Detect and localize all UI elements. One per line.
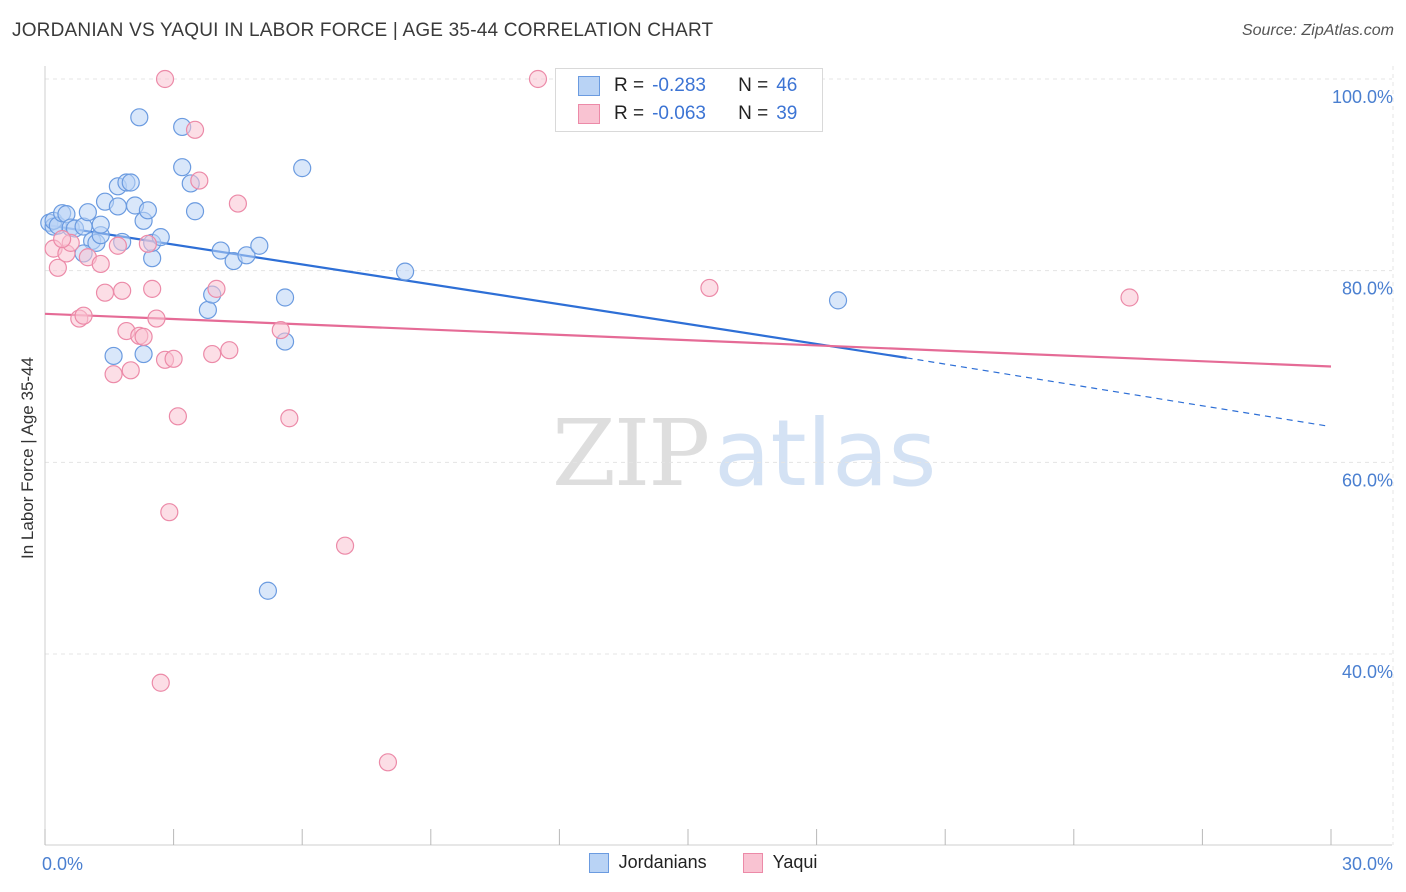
jordanian-point	[185, 202, 205, 221]
yaqui-point	[528, 69, 548, 89]
jordanians-legend-swatch	[588, 852, 609, 873]
legend-item-jordanians[interactable]: Jordanians	[588, 852, 707, 873]
yaqui-point	[203, 344, 222, 364]
jordanian-point	[104, 346, 123, 366]
legend-n-value: 46	[776, 75, 798, 96]
yaqui-point	[104, 365, 123, 384]
legend-n-label: N =	[738, 103, 769, 124]
trend-layer	[44, 223, 1332, 427]
yaqui-trend-line	[44, 312, 1332, 368]
yaqui-point	[185, 120, 205, 139]
jordanians-trend-extension	[906, 357, 1327, 427]
y-tick-label: 80.0%	[1342, 279, 1393, 299]
jordanian-point	[275, 288, 295, 307]
yaqui-point	[155, 69, 175, 89]
legend-label-jordanians: Jordanians	[618, 852, 707, 872]
yaqui-point	[91, 254, 110, 274]
chart-title: JORDANIAN VS YAQUI IN LABOR FORCE | AGE …	[12, 20, 714, 41]
legend-row-yaqui: R = -0.063 N = 39	[578, 100, 797, 128]
point-layer	[40, 69, 1139, 772]
jordanian-point	[134, 344, 153, 364]
yaqui-point	[280, 409, 299, 428]
yaqui-point	[48, 258, 67, 277]
source-credit: Source: ZipAtlas.com	[1241, 22, 1394, 39]
jordanian-point	[250, 236, 269, 255]
yaqui-point	[700, 278, 719, 298]
legend-n-value: 39	[776, 103, 798, 124]
jordanian-point	[138, 201, 157, 220]
jordanian-point	[91, 215, 110, 234]
y-tick-label: 60.0%	[1342, 470, 1393, 490]
yaqui-point	[108, 236, 127, 255]
legend-r-value: -0.283	[652, 75, 706, 96]
yaqui-point	[164, 349, 183, 368]
jordanian-point	[828, 291, 848, 310]
legend-r-value: -0.063	[652, 103, 706, 124]
legend-label-yaqui: Yaqui	[772, 852, 818, 872]
yaqui-point	[160, 503, 179, 522]
jordanian-point	[108, 197, 127, 216]
legend-row-jordanians: R = -0.283 N = 46	[578, 72, 797, 100]
yaqui-point	[207, 279, 226, 298]
legend-r-label: R =	[614, 103, 645, 124]
x-tick-label: 30.0%	[1342, 854, 1393, 874]
jordanian-point	[395, 262, 415, 281]
legend-item-yaqui[interactable]: Yaqui	[742, 852, 818, 873]
yaqui-point	[1120, 288, 1139, 307]
jordanian-point	[130, 108, 149, 127]
legend-r-label: R =	[614, 75, 645, 96]
series-legend: Jordanians Yaqui	[0, 852, 1406, 873]
yaqui-point	[113, 281, 132, 300]
yaqui-point	[121, 361, 140, 380]
tick-label-layer: 100.0% 80.0% 60.0% 40.0% 0.0% 30.0%	[42, 87, 1393, 874]
yaqui-point	[335, 536, 355, 555]
jordanian-point	[78, 203, 97, 222]
jordanians-swatch	[578, 76, 600, 96]
jordanian-point	[211, 241, 230, 260]
yaqui-legend-swatch	[742, 852, 763, 873]
yaqui-point	[220, 341, 239, 360]
yaqui-point	[134, 327, 153, 346]
yaqui-point	[143, 279, 162, 298]
yaqui-point	[378, 753, 398, 772]
jordanians-trend-line	[44, 223, 907, 359]
jordanian-point	[293, 159, 312, 178]
jordanian-point	[237, 246, 256, 265]
yaqui-point	[95, 283, 115, 302]
stats-legend: R = -0.283 N = 46 R = -0.063 N = 39	[555, 68, 823, 132]
watermark-atlas: atlas	[714, 400, 937, 507]
yaqui-point	[74, 306, 93, 325]
yaqui-point	[168, 407, 187, 426]
grid-layer	[45, 66, 1394, 845]
yaqui-point	[138, 234, 157, 253]
yaqui-point	[190, 171, 209, 190]
jordanian-point	[198, 300, 217, 320]
x-tick-label: 0.0%	[42, 854, 83, 874]
yaqui-point	[53, 229, 72, 249]
yaqui-point	[147, 309, 166, 328]
legend-n-label: N =	[738, 75, 769, 96]
yaqui-point	[271, 320, 290, 340]
jordanian-point	[173, 158, 192, 177]
yaqui-swatch	[578, 104, 600, 124]
watermark: ZIPatlas	[552, 400, 937, 507]
jordanian-point	[121, 173, 140, 192]
yaqui-point	[151, 673, 170, 692]
axis-layer	[44, 66, 1392, 846]
y-tick-label: 40.0%	[1342, 662, 1393, 682]
yaqui-point	[228, 194, 247, 213]
y-tick-label: 100.0%	[1332, 87, 1393, 107]
watermark-zip: ZIP	[552, 400, 710, 507]
jordanian-point	[258, 581, 278, 600]
